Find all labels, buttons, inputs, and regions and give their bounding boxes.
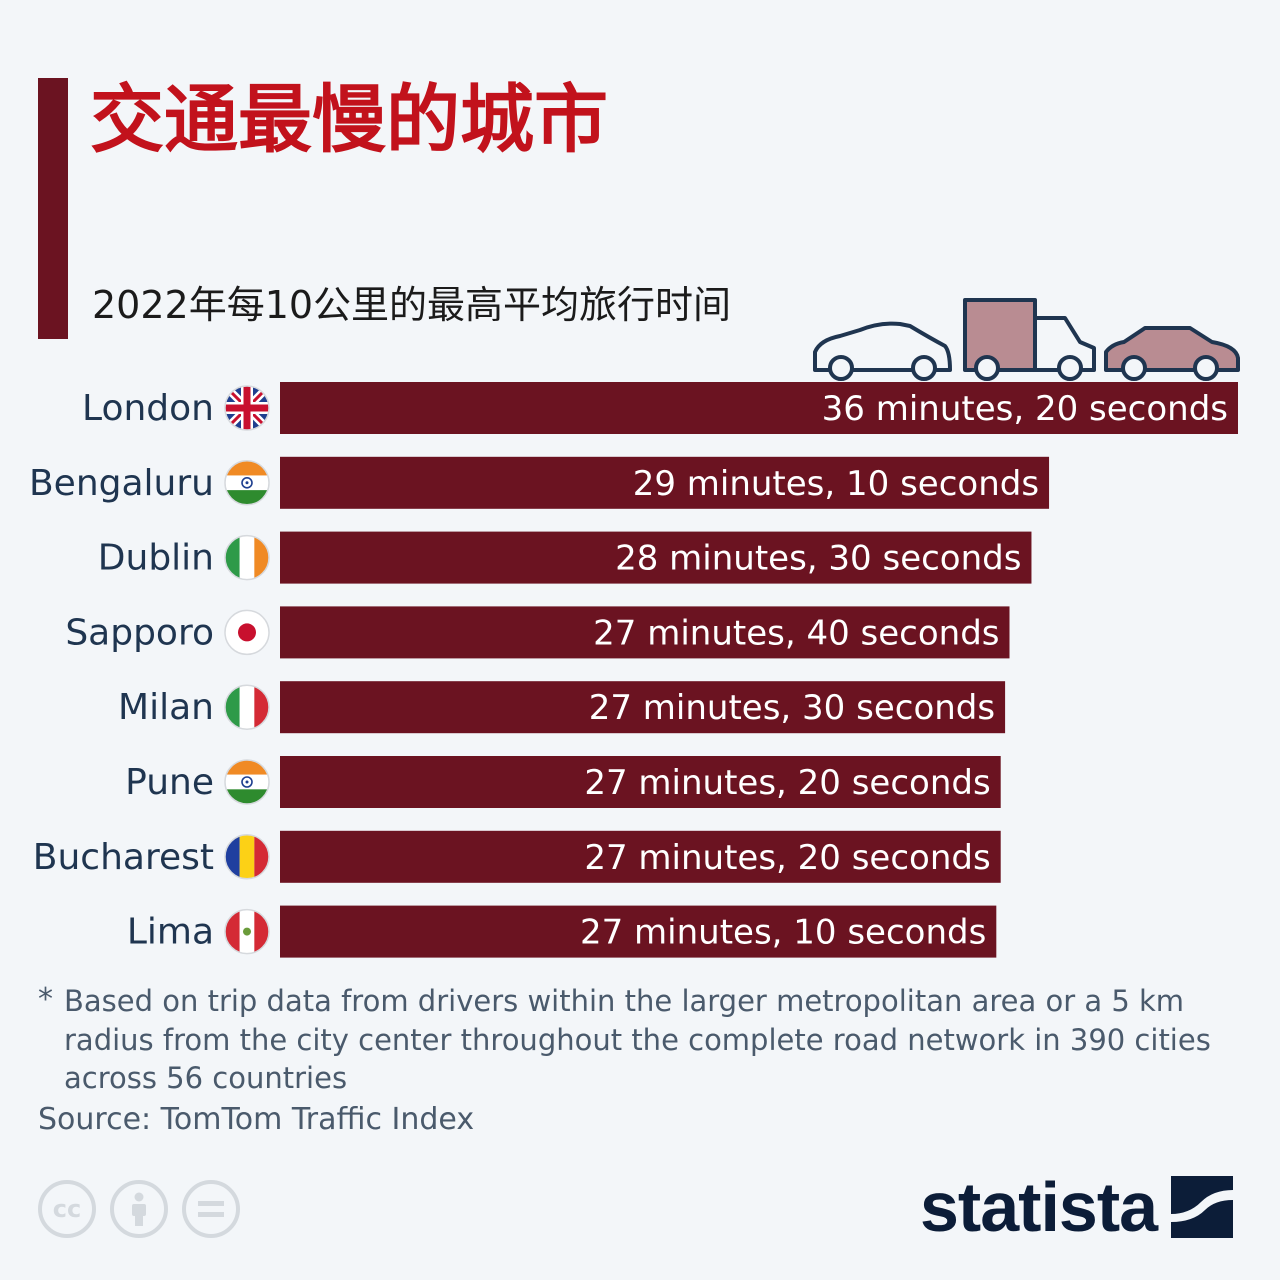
car-outline-icon bbox=[813, 321, 952, 381]
united-kingdom-flag-icon bbox=[224, 385, 270, 431]
ireland-flag-icon bbox=[224, 534, 270, 581]
bar bbox=[280, 681, 1006, 734]
bar-row: 27 minutes, 20 seconds Bucharest bbox=[33, 830, 1001, 883]
bar-row: 28 minutes, 30 seconds Dublin bbox=[98, 531, 1032, 584]
city-label: Pune bbox=[125, 762, 214, 803]
bar bbox=[280, 531, 1032, 584]
bar-row: 27 minutes, 40 seconds Sapporo bbox=[65, 606, 1010, 659]
bar bbox=[280, 456, 1050, 509]
footnote: Based on trip data from drivers within t… bbox=[64, 984, 1211, 1095]
bar-value-label: 27 minutes, 40 seconds bbox=[593, 613, 999, 653]
title-accent-bar bbox=[38, 78, 68, 339]
city-label: Lima bbox=[127, 912, 214, 953]
bar-row: 27 minutes, 30 seconds Milan bbox=[118, 681, 1006, 734]
bar-row: 27 minutes, 10 seconds Lima bbox=[127, 905, 997, 958]
statista-logo[interactable]: statista bbox=[920, 1168, 1234, 1246]
bar-value-label: 27 minutes, 10 seconds bbox=[580, 913, 986, 953]
romania-flag-icon bbox=[224, 834, 270, 880]
vehicles-illustration bbox=[813, 298, 1240, 381]
city-label: Bucharest bbox=[33, 837, 214, 878]
no-derivatives-icon[interactable] bbox=[182, 1180, 240, 1238]
bars-group: 36 minutes, 20 seconds London 29 minutes, … bbox=[29, 382, 1238, 958]
bar-value-label: 27 minutes, 30 seconds bbox=[589, 688, 995, 728]
bar-value-label: 36 minutes, 20 seconds bbox=[822, 389, 1228, 429]
bar-value-label: 27 minutes, 20 seconds bbox=[584, 763, 990, 803]
license-icons: cc bbox=[38, 1180, 240, 1238]
bar-row: 27 minutes, 20 seconds Pune bbox=[125, 756, 1001, 808]
city-label: Milan bbox=[118, 687, 214, 728]
chart-title: 交通最慢的城市 bbox=[90, 77, 608, 163]
footnote-marker: * bbox=[38, 982, 53, 1017]
city-label: Sapporo bbox=[65, 612, 214, 653]
truck-icon bbox=[963, 298, 1096, 381]
attribution-icon[interactable] bbox=[110, 1180, 168, 1238]
italy-flag-icon bbox=[224, 684, 270, 730]
chart-subtitle: 2022年每10公里的最高平均旅行时间 bbox=[92, 283, 732, 327]
india-flag-icon bbox=[224, 759, 270, 805]
bar-value-label: 29 minutes, 10 seconds bbox=[633, 464, 1039, 504]
bar-row: 36 minutes, 20 seconds London bbox=[82, 382, 1238, 434]
japan-flag-icon bbox=[224, 609, 270, 656]
bar-value-label: 27 minutes, 20 seconds bbox=[584, 838, 990, 878]
brand-name: statista bbox=[920, 1168, 1158, 1246]
bar-row: 29 minutes, 10 seconds Bengaluru bbox=[29, 456, 1050, 509]
statista-mark-icon bbox=[1171, 1176, 1234, 1238]
source-note: Source: TomTom Traffic Index bbox=[38, 1102, 475, 1137]
peru-flag-icon bbox=[224, 908, 270, 955]
cc-icon[interactable]: cc bbox=[38, 1180, 96, 1238]
city-label: London bbox=[82, 388, 214, 429]
city-label: Bengaluru bbox=[29, 463, 214, 504]
city-label: Dublin bbox=[98, 538, 214, 579]
car-filled-icon bbox=[1104, 326, 1240, 381]
bar bbox=[280, 830, 1001, 883]
bar bbox=[280, 756, 1001, 808]
bar-value-label: 28 minutes, 30 seconds bbox=[615, 539, 1021, 579]
bar bbox=[280, 382, 1238, 434]
bar bbox=[280, 606, 1010, 659]
india-flag-icon bbox=[224, 460, 270, 506]
bar bbox=[280, 905, 997, 958]
